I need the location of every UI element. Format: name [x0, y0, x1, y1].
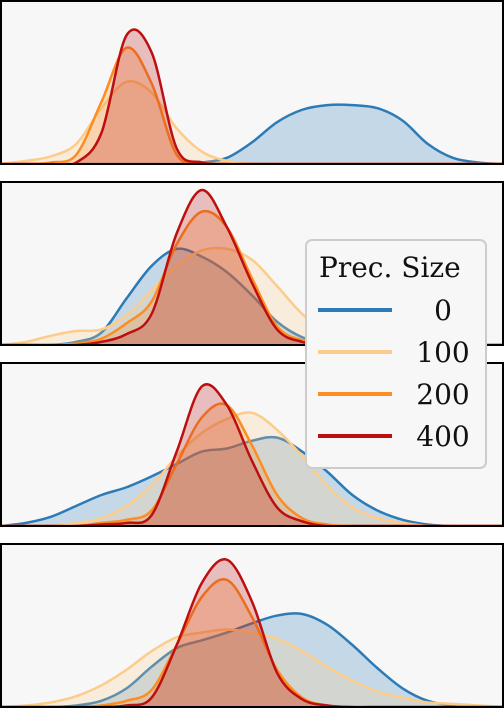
- legend-label: 200: [416, 378, 469, 411]
- legend-title: Prec. Size: [319, 251, 461, 284]
- legend-label: 100: [416, 336, 469, 369]
- panel-background: [1, 1, 503, 164]
- panel-1: [1, 1, 503, 165]
- legend-label: 400: [416, 420, 469, 453]
- legend: Prec. Size 0 100 200 400: [306, 240, 486, 468]
- panel-4: [1, 544, 503, 707]
- legend-label: 0: [434, 294, 452, 327]
